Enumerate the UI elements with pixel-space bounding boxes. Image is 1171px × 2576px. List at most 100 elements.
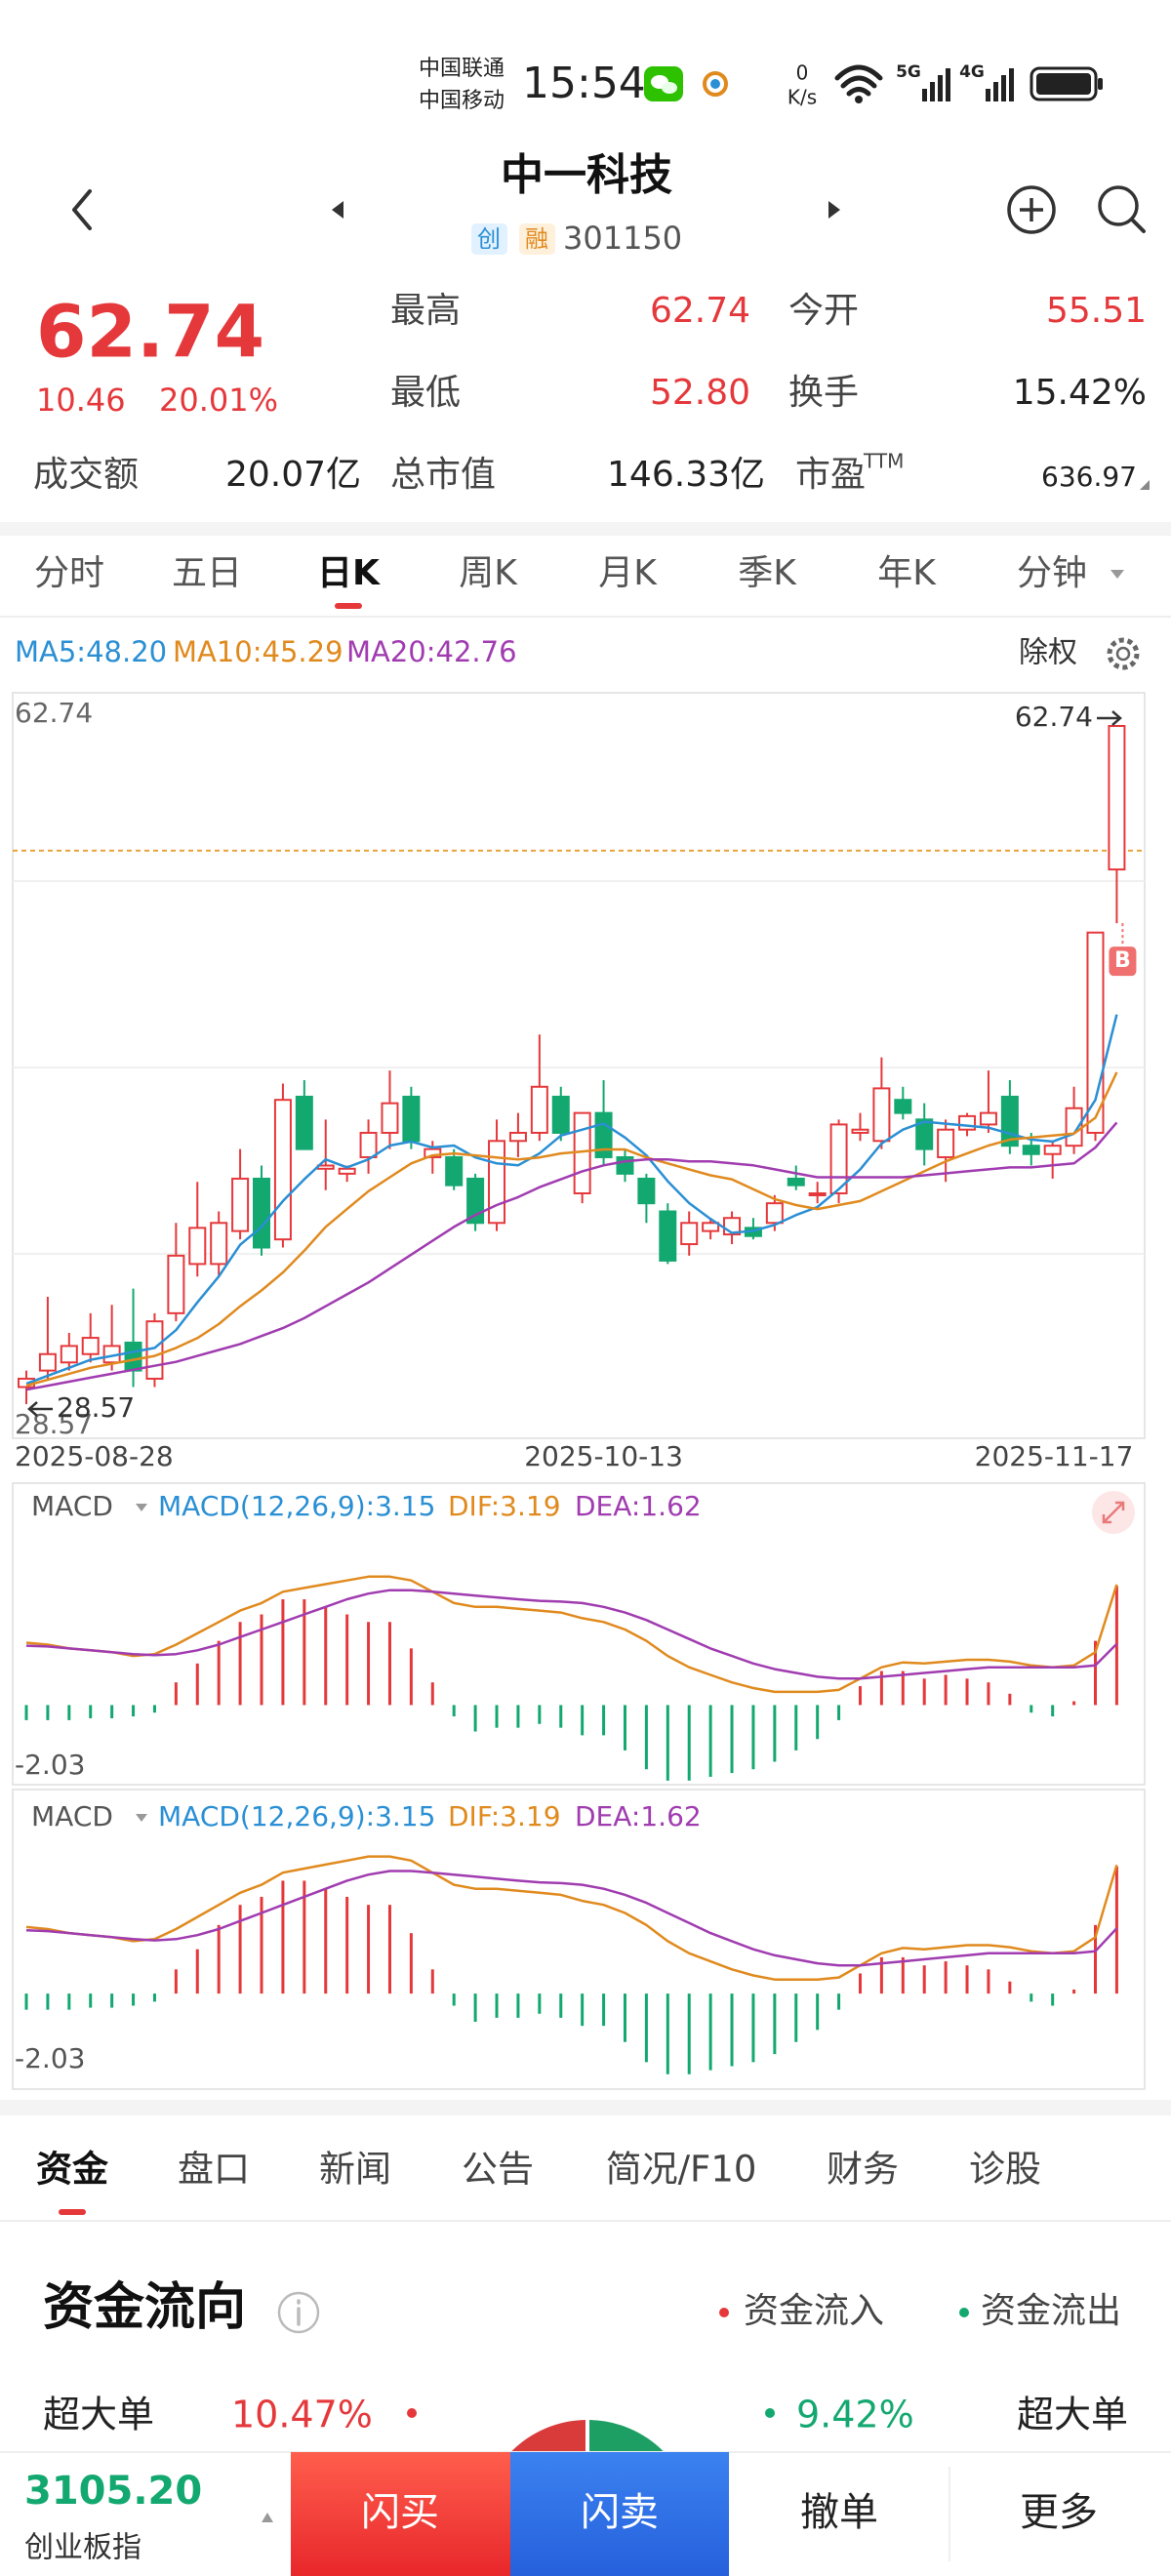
macd-bar — [495, 1705, 499, 1728]
info-icon[interactable] — [277, 2291, 320, 2334]
candle-body — [937, 1128, 955, 1158]
ma-line — [25, 1071, 1118, 1388]
candle-body — [488, 1140, 506, 1225]
flash-sell[interactable] — [510, 2452, 729, 2576]
macd-bar — [473, 1993, 477, 2023]
candle-body — [38, 1352, 57, 1372]
candle-body — [253, 1177, 271, 1249]
period-tab[interactable]: 周K — [459, 553, 518, 593]
period-tab[interactable]: 分时 — [34, 553, 104, 593]
period-tab[interactable]: 五日 — [172, 553, 242, 593]
macd-bar — [794, 1993, 798, 2042]
indicator-legend: MACD(12,26,9):3.15 — [158, 1490, 435, 1522]
candle-body — [659, 1210, 677, 1262]
settings-icon[interactable] — [1107, 637, 1140, 670]
index-name: 创业板指 — [24, 2531, 141, 2565]
period-tab[interactable]: 月K — [598, 553, 658, 593]
field-value: 52.80 — [650, 373, 750, 413]
macd-bar — [644, 1705, 648, 1770]
next-stock[interactable] — [828, 201, 840, 219]
app-icon — [710, 79, 720, 89]
indicator-legend: DIF:3.19 — [448, 1490, 561, 1522]
margin-tag — [519, 223, 555, 255]
macd-bar — [944, 1674, 948, 1706]
candle-body — [295, 1095, 313, 1150]
macd-bar — [1051, 1993, 1055, 2006]
macd-bar — [303, 1599, 306, 1706]
prev-stock[interactable] — [332, 201, 343, 219]
period-tab[interactable]: 季K — [738, 553, 797, 593]
field-label: 市盈 — [795, 455, 866, 495]
field-label-sup: TTM — [863, 450, 904, 473]
candle-body — [167, 1254, 185, 1314]
carrier: 中国移动 — [419, 89, 505, 113]
candle-body — [979, 1111, 997, 1126]
indicator-line — [25, 1589, 1118, 1680]
macd-bar — [324, 1888, 328, 1994]
macd-bar — [965, 1965, 969, 1994]
macd-bar — [195, 1949, 199, 1994]
candle-body — [765, 1202, 784, 1225]
more-button[interactable]: 更多 — [1020, 2490, 1098, 2535]
macd-bar — [516, 1993, 520, 2018]
indicator-line — [25, 1575, 1118, 1694]
macd-bar — [816, 1705, 820, 1740]
macd-bar — [1008, 1693, 1012, 1706]
candle-body — [530, 1085, 548, 1134]
period-tab[interactable]: 年K — [877, 553, 937, 593]
y-tick-label: -2.03 — [15, 1749, 85, 1781]
back-button[interactable] — [72, 189, 92, 230]
index-toggle[interactable] — [262, 2513, 273, 2522]
macd-bar — [623, 1705, 626, 1751]
macd-bar — [67, 1993, 71, 2010]
cancel-button[interactable]: 撤单 — [800, 2490, 878, 2535]
macd-bar — [1094, 1924, 1097, 1994]
section-tab[interactable]: 诊股 — [969, 2149, 1041, 2191]
period-tab[interactable]: 日K — [317, 553, 381, 593]
macd-bar — [260, 1614, 263, 1706]
indicator-name[interactable]: MACD — [31, 1490, 113, 1522]
macd-bar — [837, 1705, 841, 1720]
section-tab[interactable]: 新闻 — [319, 2149, 391, 2191]
macd-bar — [132, 1705, 136, 1717]
indicator-line — [25, 1870, 1118, 1967]
active-tab-indicator — [335, 603, 362, 609]
tab-dropdown — [1110, 570, 1124, 579]
section-tab[interactable]: 公告 — [462, 2149, 534, 2191]
search-button[interactable] — [1098, 185, 1139, 226]
candle-body — [680, 1222, 699, 1246]
macd-bar — [281, 1599, 285, 1706]
field-label: 总市值 — [390, 455, 496, 495]
signal-label: B — [1114, 948, 1131, 973]
macd-bar — [944, 1961, 948, 1994]
section-tab[interactable]: 盘口 — [178, 2149, 250, 2191]
macd-bar — [901, 1670, 905, 1706]
candle-body — [402, 1095, 421, 1143]
section-tab[interactable]: 资金 — [36, 2149, 109, 2191]
candle-body — [637, 1177, 656, 1205]
adjust-button[interactable]: 除权 — [1019, 636, 1077, 670]
signal-bar — [946, 68, 950, 101]
add-watch[interactable] — [1007, 185, 1056, 234]
section-tab[interactable]: 简况/F10 — [606, 2149, 757, 2191]
field-value: 146.33亿 — [607, 455, 765, 495]
section-tab[interactable]: 财务 — [827, 2149, 899, 2191]
macd-bar — [46, 1705, 50, 1720]
macd-bar — [730, 1705, 734, 1774]
period-tab[interactable]: 分钟 — [1017, 553, 1087, 593]
y-tick-label: 62.74 — [15, 697, 93, 729]
macd-bar — [858, 1973, 862, 1994]
wifi-dot — [855, 96, 863, 103]
flow-value: 10.47% — [231, 2394, 373, 2436]
network-type: 5G — [896, 62, 921, 82]
macd-bar — [666, 1705, 669, 1781]
candle-body — [915, 1118, 934, 1150]
macd-bar — [922, 1965, 926, 1994]
macd-bar — [708, 1993, 712, 2071]
index-value[interactable]: 3105.20 — [24, 2469, 202, 2514]
flash-buy[interactable] — [291, 2452, 510, 2576]
candle-body — [273, 1099, 292, 1241]
macd-bar — [1051, 1705, 1055, 1717]
signal-badge — [1109, 946, 1137, 977]
indicator-name[interactable]: MACD — [31, 1800, 113, 1832]
